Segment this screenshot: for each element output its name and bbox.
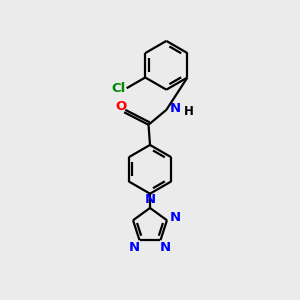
Text: N: N bbox=[170, 211, 181, 224]
Text: N: N bbox=[144, 193, 156, 206]
Text: Cl: Cl bbox=[111, 82, 125, 95]
Text: O: O bbox=[115, 100, 126, 113]
Text: H: H bbox=[184, 105, 194, 118]
Text: N: N bbox=[170, 102, 181, 115]
Text: N: N bbox=[160, 241, 171, 254]
Text: N: N bbox=[129, 241, 140, 254]
